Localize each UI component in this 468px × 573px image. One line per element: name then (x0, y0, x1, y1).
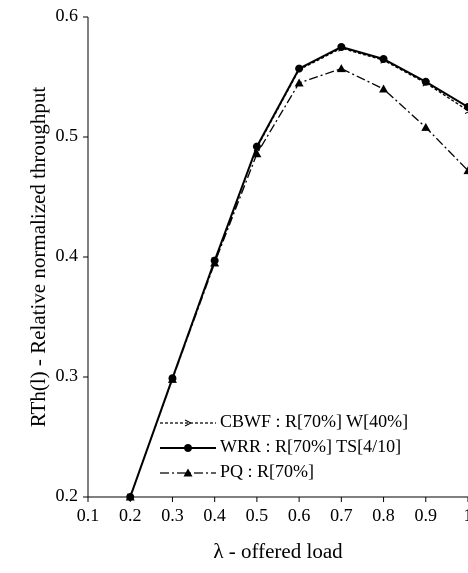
series-line (129, 67, 468, 498)
x-tick-label: 0.3 (161, 505, 184, 525)
x-tick-label: 0.2 (119, 505, 142, 525)
legend-marker (183, 468, 193, 477)
x-axis-label: λ - offered load (213, 539, 343, 563)
x-tick-label: 0.4 (203, 505, 226, 525)
y-tick-label: 0.2 (56, 485, 79, 505)
x-tick-label: 0.1 (77, 505, 100, 525)
x-tick-label: 0.8 (372, 505, 395, 525)
y-tick-label: 0.3 (56, 365, 79, 385)
data-point (337, 43, 346, 51)
data-point (421, 122, 431, 131)
x-tick-label: 0.7 (330, 505, 353, 525)
x-tick-label: 0.6 (288, 505, 311, 525)
data-point (421, 77, 430, 86)
y-tick-label: 0.5 (56, 125, 79, 145)
data-point (252, 142, 261, 151)
data-point (125, 492, 135, 501)
x-tick-label: 1 (464, 505, 468, 525)
legend-label: WRR : R[70%] TS[4/10] (220, 436, 401, 456)
legend-label: PQ : R[70%] (220, 461, 314, 481)
y-tick-label: 0.6 (56, 5, 79, 25)
x-tick-label: 0.5 (246, 505, 269, 525)
data-point (464, 103, 468, 111)
data-point (252, 149, 262, 158)
data-point (379, 84, 389, 93)
data-point (167, 374, 177, 383)
legend-label: CBWF : R[70%] W[40%] (220, 411, 408, 431)
legend-marker (184, 419, 193, 427)
data-point (295, 64, 304, 73)
x-tick-label: 0.9 (415, 505, 438, 525)
data-point (463, 166, 468, 175)
data-point (294, 78, 304, 87)
y-axis-label: RTh(l) - Relative normalized throughput (26, 87, 50, 428)
legend-marker (184, 444, 192, 452)
data-point (379, 55, 388, 63)
data-point (336, 64, 346, 73)
data-point (210, 258, 220, 267)
y-tick-label: 0.4 (56, 245, 79, 265)
